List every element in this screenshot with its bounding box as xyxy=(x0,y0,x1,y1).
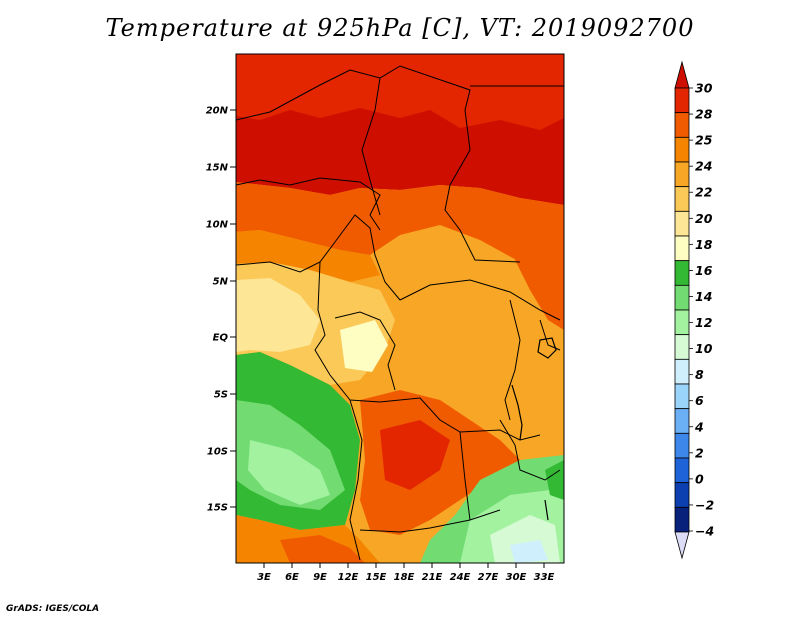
colorbar-label: 12 xyxy=(695,315,712,330)
lon-label: 33E xyxy=(534,572,555,583)
lat-label: 20N xyxy=(206,106,229,117)
colorbar-label: −4 xyxy=(695,524,714,539)
lake-malawi xyxy=(544,499,549,521)
grads-credit: GrADS: IGES/COLA xyxy=(6,604,100,614)
border-nigeria-cameroon xyxy=(236,214,401,301)
field-south-28 xyxy=(380,420,450,490)
colorbar-box xyxy=(674,506,690,533)
lat-label: 5N xyxy=(213,277,229,288)
border-zambia xyxy=(499,419,561,481)
colorbar-label: 25 xyxy=(695,133,713,148)
colorbar-label: 30 xyxy=(695,81,713,96)
colorbar-box xyxy=(674,358,690,385)
field-band-24 xyxy=(236,230,380,282)
colorbar-label: 18 xyxy=(695,237,713,252)
colorbar-box xyxy=(674,432,690,459)
colorbar-label: 2 xyxy=(695,445,704,460)
longitude-axis: 3E 6E 9E 12E 15E 18E 21E 24E 27E 30E 33E xyxy=(257,563,555,583)
colorbar-label: 28 xyxy=(695,107,713,122)
lon-label: 15E xyxy=(366,572,387,583)
field-ocean-12 xyxy=(248,440,330,505)
lat-label: EQ xyxy=(213,333,229,344)
field-se-8 xyxy=(510,540,548,563)
colorbar-box xyxy=(674,210,690,237)
colorbar-label: 16 xyxy=(695,263,713,278)
lon-label: 9E xyxy=(313,572,327,583)
colorbar-box xyxy=(674,482,690,508)
field-band-25 xyxy=(236,182,564,275)
colorbar-box xyxy=(674,309,690,336)
lon-label: 3E xyxy=(257,572,271,583)
border-car-drc xyxy=(399,279,561,321)
lat-label: 10S xyxy=(207,447,228,458)
field-band-28-north xyxy=(236,54,564,130)
border-congo xyxy=(334,311,396,391)
colorbar-box xyxy=(674,112,690,138)
temperature-field xyxy=(236,54,564,563)
lon-label: 24E xyxy=(450,572,471,583)
colorbar-bottom-triangle xyxy=(674,531,690,560)
colorbar-label: 10 xyxy=(695,341,713,356)
colorbar-label: 22 xyxy=(695,185,712,200)
lon-label: 18E xyxy=(394,572,415,583)
lakes xyxy=(511,337,557,521)
map-title: Temperature at 925hPa [C], VT: 201909270… xyxy=(105,14,695,42)
colorbar-top-triangle xyxy=(674,60,690,89)
border-angola-drc xyxy=(349,397,541,441)
lake-tanganyika xyxy=(511,384,523,441)
border-namibia xyxy=(359,509,501,533)
colorbar-label: 8 xyxy=(695,367,704,382)
lat-label: 15S xyxy=(207,503,228,514)
lat-label: 15N xyxy=(206,163,229,174)
colorbar-label: 0 xyxy=(695,471,704,486)
coastline-angola xyxy=(349,399,363,561)
colorbar-box xyxy=(674,87,690,114)
lon-label: 30E xyxy=(506,572,527,583)
colorbar-box xyxy=(674,383,690,410)
colorbar-label: −2 xyxy=(695,497,714,512)
colorbar-box xyxy=(674,284,690,311)
colorbar-label: 20 xyxy=(695,211,713,226)
field-band-20 xyxy=(236,278,320,352)
latitude-axis: 20N 15N 10N 5N EQ 5S 10S 15S xyxy=(206,106,236,514)
colorbar-box xyxy=(674,260,690,286)
border-great-lakes xyxy=(504,299,521,421)
colorbar-label: 4 xyxy=(694,419,704,434)
colorbar-box xyxy=(674,136,690,163)
colorbar-box xyxy=(674,186,690,212)
colorbar-box xyxy=(674,334,690,360)
colorbar-box xyxy=(674,235,690,262)
border-chad-sudan xyxy=(444,184,521,263)
colorbar-box xyxy=(674,408,690,434)
border-sahel xyxy=(236,177,381,231)
colorbar-box xyxy=(674,161,690,188)
field-sw-25 xyxy=(280,535,365,563)
country-borders xyxy=(236,65,564,561)
lon-label: 21E xyxy=(422,572,443,583)
coastline-gabon xyxy=(314,261,351,401)
lat-label: 10N xyxy=(206,220,229,231)
colorbar-box xyxy=(674,457,690,484)
field-band-18 xyxy=(340,320,388,372)
lon-label: 12E xyxy=(338,572,359,583)
colorbar-label: 14 xyxy=(695,289,712,304)
border-niger-chad xyxy=(361,77,381,216)
map-frame xyxy=(235,53,565,564)
lat-label: 5S xyxy=(214,390,228,401)
border-angola-zambia xyxy=(459,431,471,521)
field-east-25 xyxy=(505,198,564,330)
lon-label: 27E xyxy=(478,572,499,583)
border-sahara xyxy=(236,65,471,186)
colorbar-label: 6 xyxy=(695,393,704,408)
lake-victoria xyxy=(537,337,557,359)
lon-label: 6E xyxy=(285,572,299,583)
colorbar-label: 24 xyxy=(695,159,712,174)
